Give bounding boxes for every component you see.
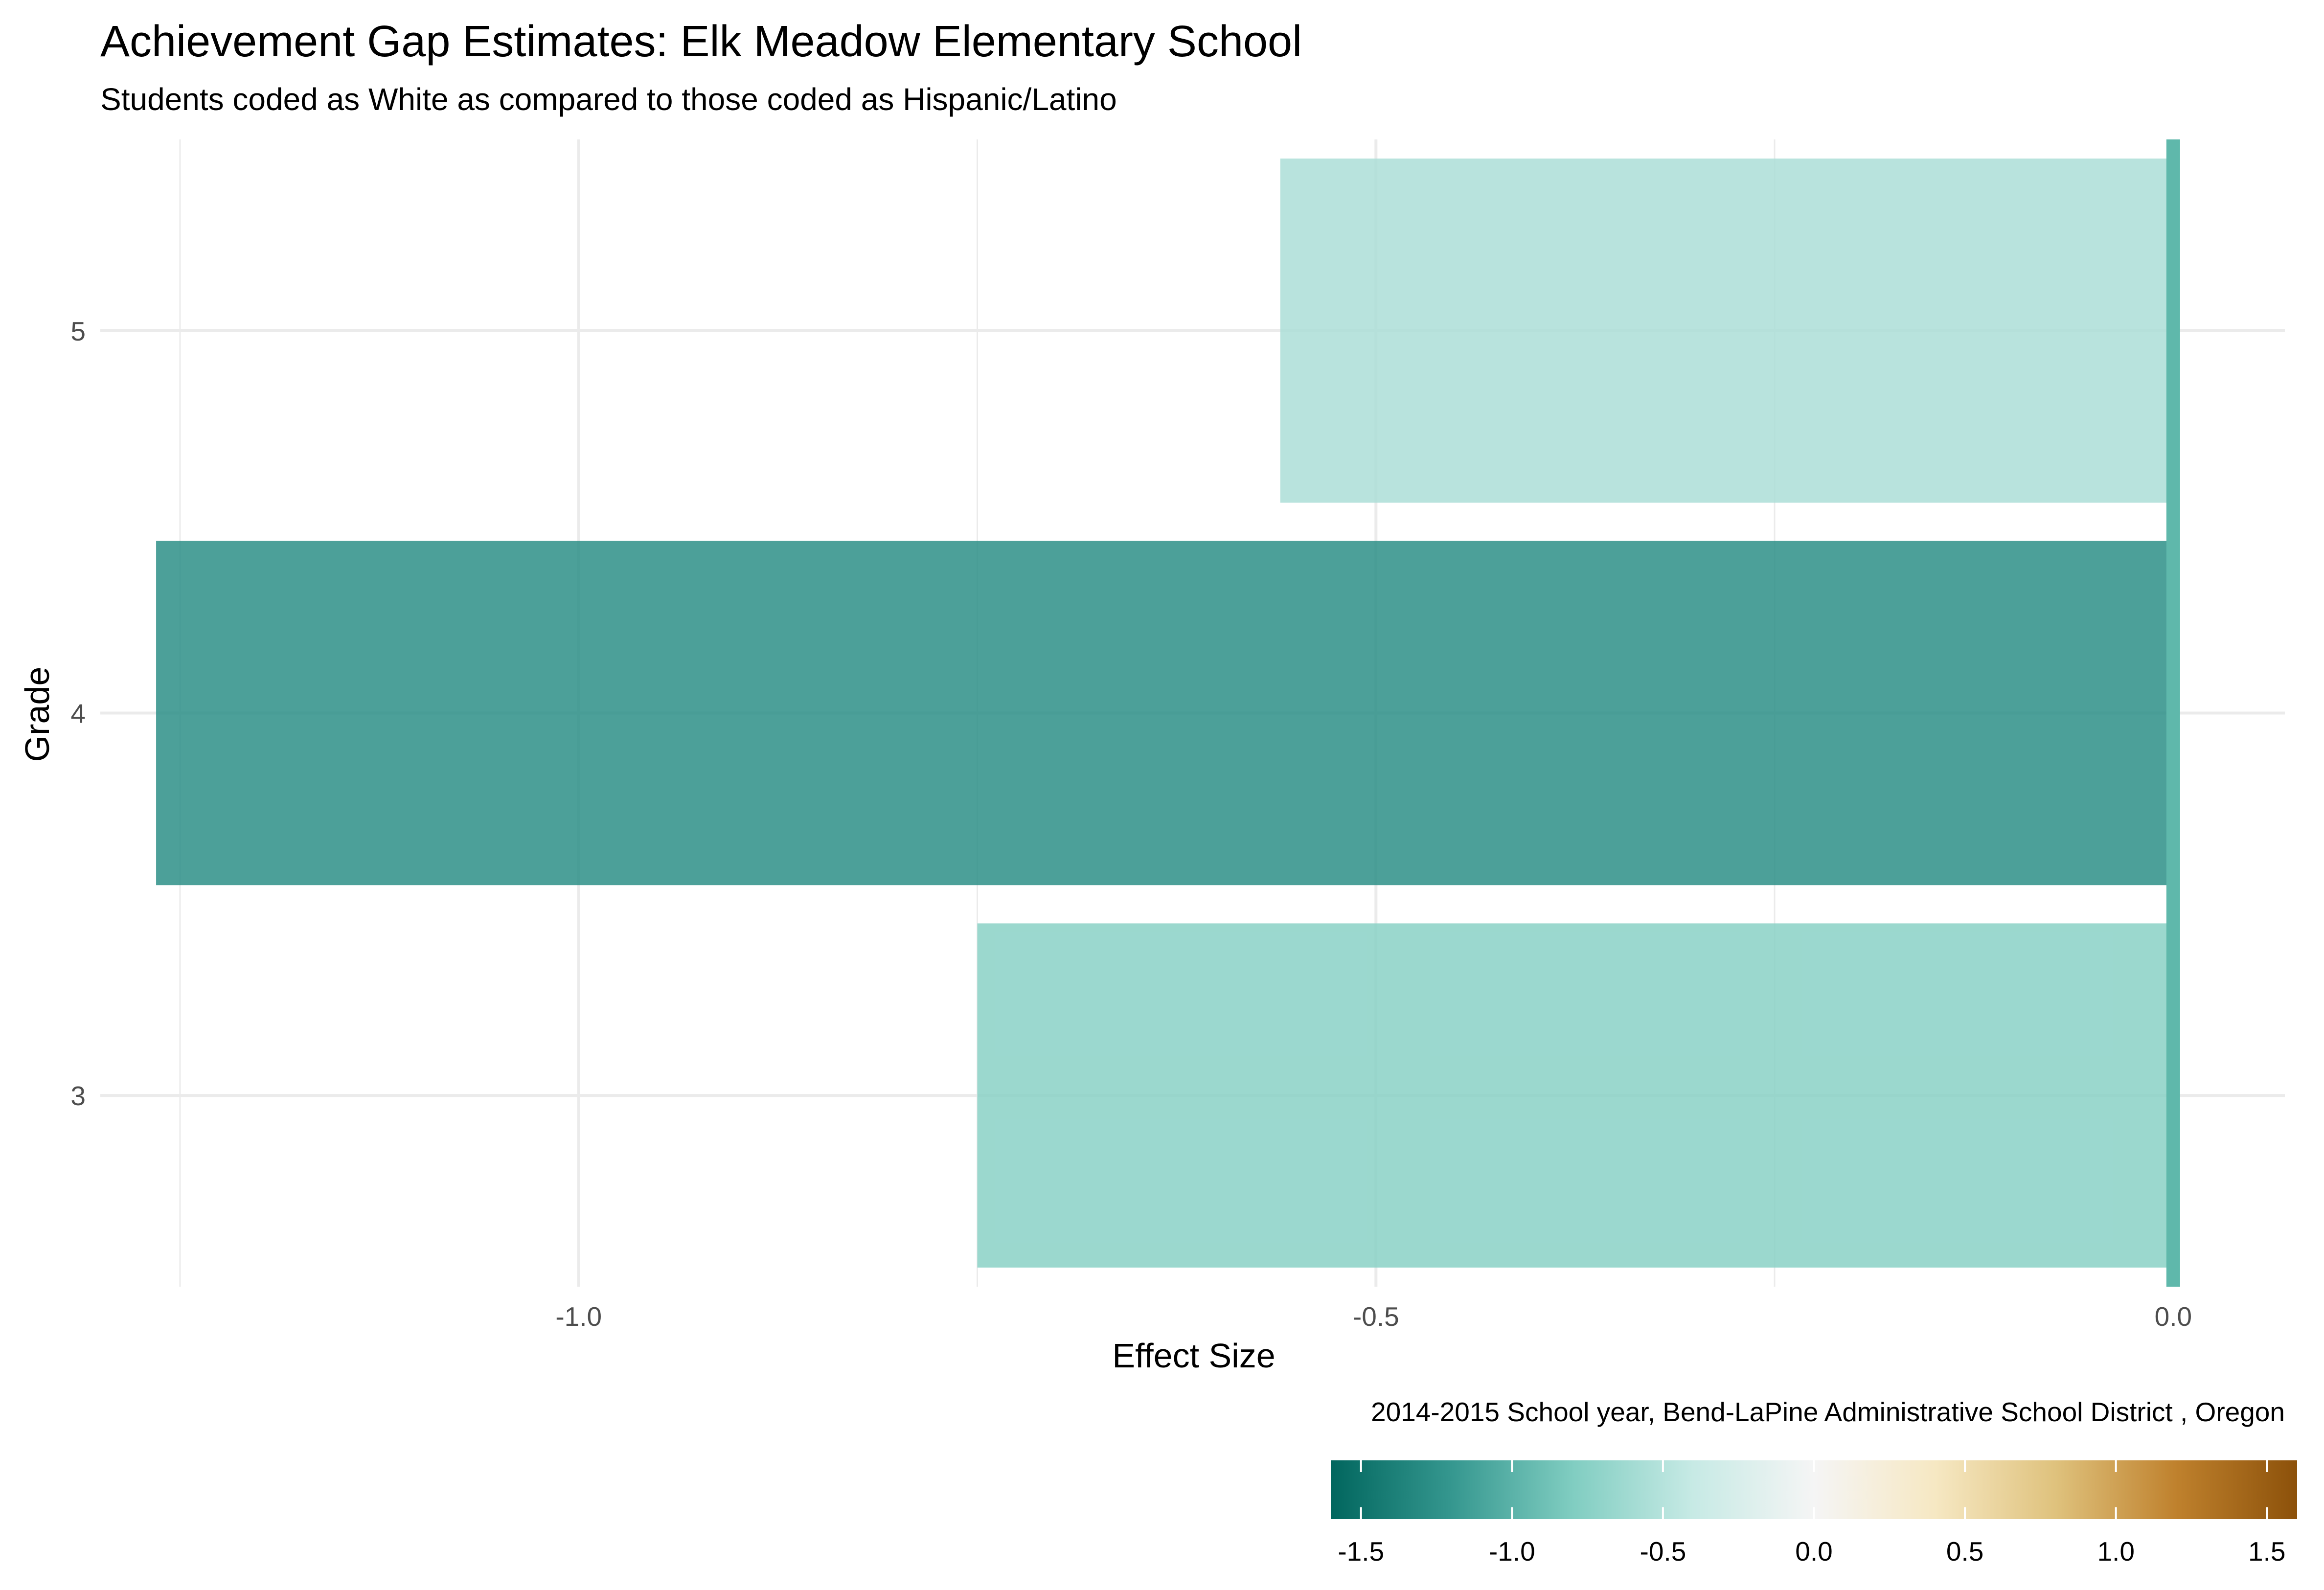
y-tick-label: 3 bbox=[70, 1081, 86, 1111]
chart-subtitle: Students coded as White as compared to t… bbox=[100, 82, 1117, 117]
colorbar-tick-label: 1.0 bbox=[2097, 1536, 2134, 1567]
x-tick-label: -0.5 bbox=[1353, 1301, 1399, 1332]
colorbar-legend: -1.5 -1.0 -0.5 0.0 0.5 1.0 1.5 bbox=[1331, 1460, 2297, 1567]
x-tick-label: 0.0 bbox=[2155, 1301, 2192, 1332]
colorbar-tick-label: -1.5 bbox=[1338, 1536, 1384, 1567]
colorbar-tick-label: 1.5 bbox=[2248, 1536, 2285, 1567]
bar-grade-5 bbox=[1280, 159, 2173, 503]
bars bbox=[156, 159, 2173, 1268]
y-tick-label: 4 bbox=[70, 699, 86, 729]
x-tick-label: -1.0 bbox=[555, 1301, 602, 1332]
colorbar-tick-label: 0.0 bbox=[1795, 1536, 1832, 1567]
y-tick-label: 5 bbox=[70, 316, 86, 346]
colorbar-tick-label: 0.5 bbox=[1946, 1536, 1983, 1567]
chart-title: Achievement Gap Estimates: Elk Meadow El… bbox=[100, 17, 1302, 66]
x-axis-title: Effect Size bbox=[1112, 1337, 1275, 1375]
x-tick-labels: -1.0 -0.5 0.0 bbox=[555, 1301, 2192, 1332]
chart-caption: 2014-2015 School year, Bend-LaPine Admin… bbox=[1371, 1397, 2285, 1427]
y-axis-title: Grade bbox=[18, 667, 56, 762]
colorbar-tick-label: -1.0 bbox=[1489, 1536, 1535, 1567]
bar-grade-4 bbox=[156, 541, 2173, 886]
bar-grade-3 bbox=[977, 923, 2173, 1268]
colorbar-tick-label: -0.5 bbox=[1640, 1536, 1686, 1567]
y-tick-labels: 3 4 5 bbox=[70, 316, 86, 1111]
